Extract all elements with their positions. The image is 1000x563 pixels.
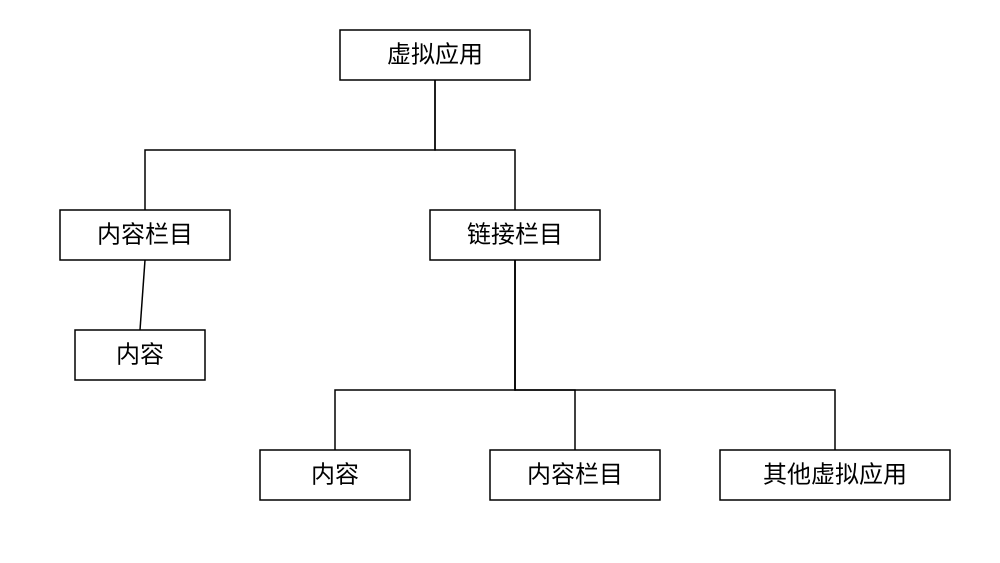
tree-node: 其他虚拟应用 <box>720 450 950 500</box>
tree-diagram: 虚拟应用内容栏目链接栏目内容内容内容栏目其他虚拟应用 <box>0 0 1000 563</box>
edge <box>515 260 835 450</box>
node-label: 内容栏目 <box>527 462 623 489</box>
node-label: 其他虚拟应用 <box>763 462 907 489</box>
tree-node: 内容 <box>260 450 410 500</box>
edge <box>140 260 145 330</box>
tree-node: 内容栏目 <box>490 450 660 500</box>
node-label: 虚拟应用 <box>387 42 483 69</box>
edge <box>515 260 575 450</box>
nodes-group: 虚拟应用内容栏目链接栏目内容内容内容栏目其他虚拟应用 <box>60 30 950 500</box>
node-label: 内容 <box>311 462 359 489</box>
node-label: 内容 <box>116 342 164 369</box>
edge <box>335 260 515 450</box>
tree-node: 内容 <box>75 330 205 380</box>
edges-group <box>140 80 835 450</box>
tree-node: 链接栏目 <box>430 210 600 260</box>
node-label: 内容栏目 <box>97 222 193 249</box>
tree-node: 虚拟应用 <box>340 30 530 80</box>
tree-node: 内容栏目 <box>60 210 230 260</box>
node-label: 链接栏目 <box>467 222 563 249</box>
edge <box>435 80 515 210</box>
edge <box>145 80 435 210</box>
